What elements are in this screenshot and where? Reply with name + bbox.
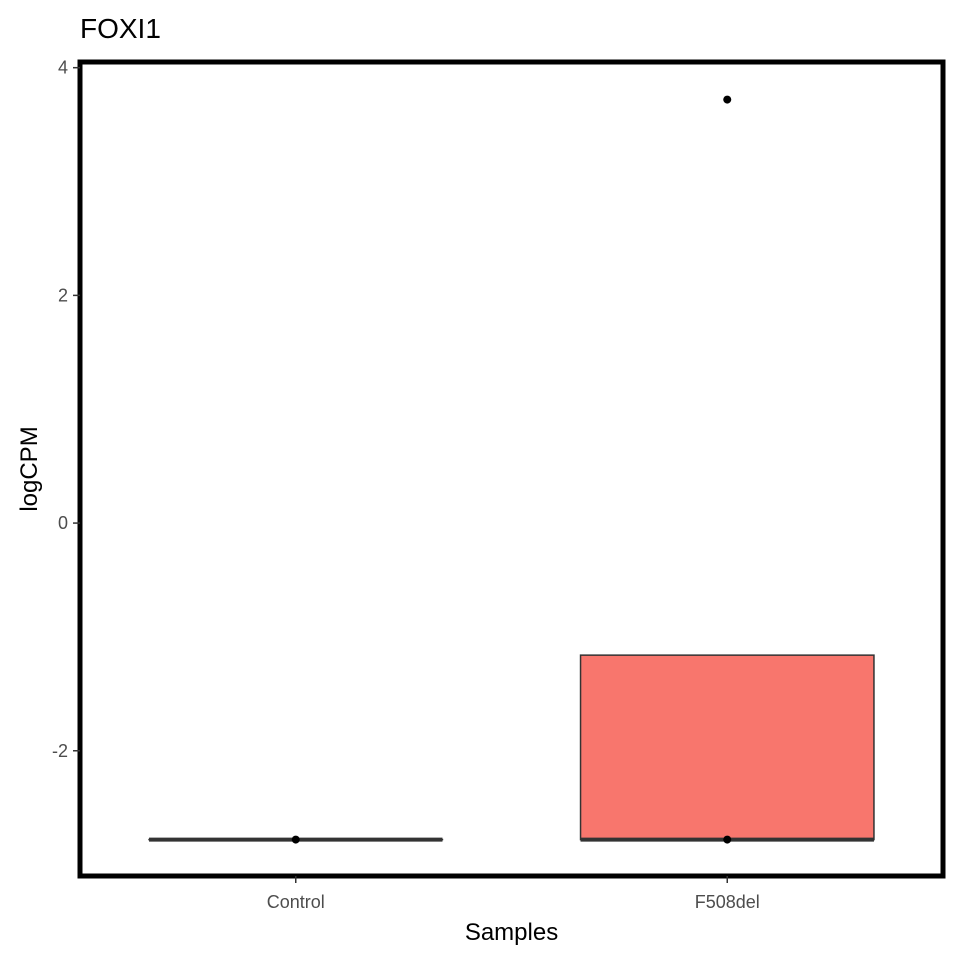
- y-axis: -2 0 2 4: [52, 58, 80, 761]
- x-tick-label: Control: [267, 892, 325, 912]
- data-point: [291, 835, 300, 844]
- data-point: [723, 835, 732, 844]
- points-layer: [291, 95, 732, 844]
- x-tick-label: F508del: [695, 892, 760, 912]
- x-axis-title: Samples: [465, 919, 558, 946]
- y-tick-label: 2: [58, 285, 68, 305]
- y-tick-label: 0: [58, 513, 68, 533]
- y-tick-label: -2: [52, 741, 68, 761]
- data-point: [723, 95, 732, 104]
- boxes-layer: [148, 654, 875, 842]
- y-tick-label: 4: [58, 58, 68, 78]
- chart-title: FOXI1: [80, 13, 161, 44]
- y-axis-title: logCPM: [16, 426, 43, 511]
- x-axis: Control F508del: [267, 876, 760, 912]
- panel-border: [77, 59, 946, 879]
- box-body: [579, 654, 875, 841]
